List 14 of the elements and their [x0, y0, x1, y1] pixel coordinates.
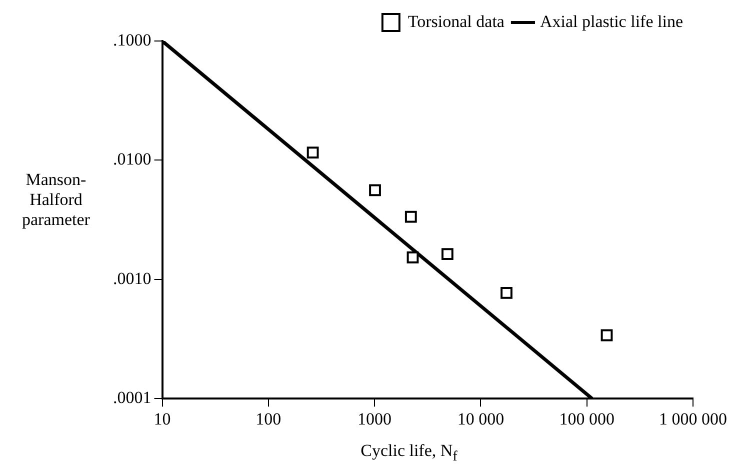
x-tick-label: 1000 — [358, 409, 392, 428]
y-tick-label: .1000 — [113, 30, 152, 50]
x-tick-label: 100 — [256, 409, 282, 428]
legend-label: Torsional data — [408, 12, 505, 31]
x-tick-label: 100 000 — [559, 409, 614, 428]
x-tick-label: 1 000 000 — [659, 409, 727, 428]
x-tick-label: 10 — [154, 409, 171, 428]
x-axis-title: Cyclic life, N$_{f}$ — [360, 440, 458, 465]
y-axis-title: Manson-Halford parameter — [21, 170, 91, 230]
y-tick-label: .0100 — [113, 150, 152, 169]
x-tick-label: 10 000 — [457, 409, 504, 428]
legend-label: Axial plastic life line — [540, 12, 684, 31]
y-tick-label: .0010 — [113, 268, 152, 288]
y-tick-label: .0001 — [113, 388, 152, 408]
